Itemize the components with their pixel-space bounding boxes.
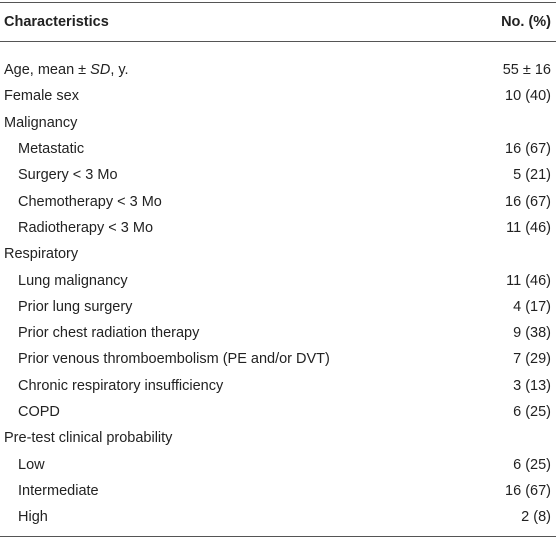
label-part: Age, mean ± — [4, 62, 91, 79]
row-value: 11 (46) — [506, 219, 551, 236]
row-label: Low — [18, 456, 45, 473]
row-label: Chemotherapy < 3 Mo — [18, 193, 162, 210]
row-value: 7 (29) — [513, 351, 551, 368]
header-cell: Characteristics — [4, 14, 109, 30]
row-value: 4 (17) — [513, 298, 551, 315]
row-label: Pre-test clinical probability — [4, 430, 173, 447]
table-row: Lung malignancy 11 (46) — [0, 267, 556, 293]
row-label: Age, mean ± SD, y. — [4, 62, 129, 78]
table-row: Respiratory — [0, 241, 556, 267]
row-value: 16 (67) — [505, 141, 551, 158]
header-cell: No. (%) — [501, 14, 551, 30]
row-label: Malignancy — [4, 114, 78, 131]
table-row: Age, mean ± SD, y. 55 ± 16 — [0, 57, 556, 83]
row-label: Respiratory — [4, 246, 79, 263]
table-row: Chemotherapy < 3 Mo 16 (67) — [0, 188, 556, 214]
row-label: Female sex — [4, 88, 79, 105]
table-row: Female sex 10 (40) — [0, 83, 556, 109]
row-label: Radiotherapy < 3 Mo — [18, 219, 154, 236]
table-row: Metastatic 16 (67) — [0, 136, 556, 162]
row-label: Chronic respiratory insufficiency — [18, 377, 224, 394]
header-row: Characteristics No. (%) — [0, 3, 556, 42]
table-row: COPD 6 (25) — [0, 399, 556, 425]
row-label: COPD — [18, 404, 60, 420]
table-row: Prior venous thromboembolism (PE and/or … — [0, 346, 556, 372]
label-part: , y. — [110, 62, 129, 79]
row-value: 10 (40) — [505, 88, 551, 105]
row-value: 9 (38) — [513, 325, 551, 342]
table-row: Prior lung surgery 4 (17) — [0, 294, 556, 320]
row-label: Prior lung surgery — [18, 298, 133, 315]
row-label: Intermediate — [18, 482, 99, 499]
row-label: Surgery < 3 Mo — [18, 167, 118, 184]
table-row: Radiotherapy < 3 Mo 11 (46) — [0, 215, 556, 241]
row-value: 3 (13) — [513, 377, 551, 394]
table-row: Pre-test clinical probability — [0, 425, 556, 451]
row-value: 6 (25) — [513, 404, 551, 420]
row-value: 2 (8) — [521, 509, 551, 526]
row-label: Prior chest radiation therapy — [18, 325, 200, 342]
table-row: Surgery < 3 Mo 5 (21) — [0, 162, 556, 188]
row-value: 16 (67) — [505, 193, 551, 210]
row-label: Lung malignancy — [18, 272, 128, 289]
label-part: SD — [90, 62, 111, 79]
table-row: High 2 (8) — [0, 504, 556, 530]
table-row: Intermediate 16 (67) — [0, 478, 556, 504]
row-value: 6 (25) — [513, 456, 551, 473]
table-row: Low 6 (25) — [0, 451, 556, 477]
row-value: 55 ± 16 — [502, 62, 551, 79]
row-label: High — [18, 509, 48, 526]
row-label: Prior venous thromboembolism (PE and/or … — [18, 351, 330, 368]
table-row: Malignancy — [0, 110, 556, 136]
row-label: Metastatic — [18, 141, 85, 158]
row-value: 5 (21) — [513, 167, 551, 184]
table-row: Chronic respiratory insufficiency 3 (13) — [0, 373, 556, 399]
row-value: 16 (67) — [505, 482, 551, 499]
table-row: Prior chest radiation therapy 9 (38) — [0, 320, 556, 346]
row-value: 11 (46) — [506, 272, 551, 289]
